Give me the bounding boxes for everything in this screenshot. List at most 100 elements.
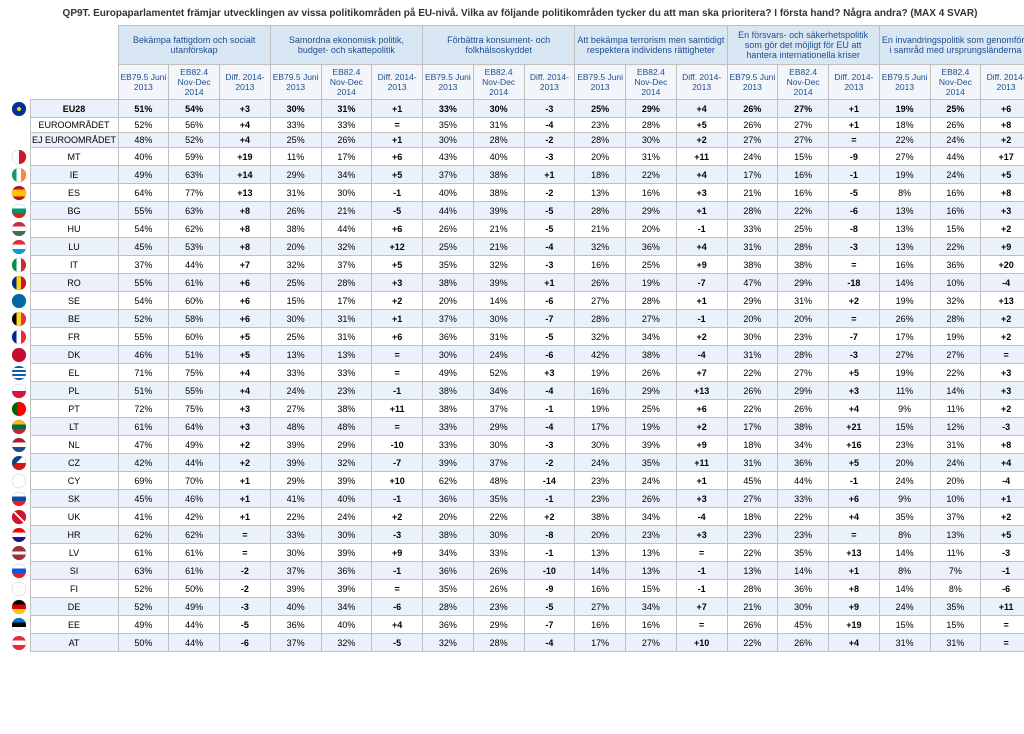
- data-cell: 77%: [169, 184, 220, 202]
- data-cell: 9%: [879, 490, 930, 508]
- data-cell: 18%: [575, 166, 626, 184]
- data-cell: =: [220, 526, 271, 544]
- data-cell: 28%: [423, 598, 474, 616]
- data-cell: 13%: [930, 526, 981, 544]
- data-cell: 15%: [879, 616, 930, 634]
- table-row: DK46%51%+513%13%=30%24%-642%38%-431%28%-…: [8, 346, 1024, 364]
- row-label: MT: [30, 148, 118, 166]
- data-cell: -3: [981, 544, 1024, 562]
- row-label: SE: [30, 292, 118, 310]
- data-cell: 52%: [169, 133, 220, 148]
- data-cell: 15%: [930, 220, 981, 238]
- data-cell: 23%: [727, 526, 778, 544]
- row-label: FI: [30, 580, 118, 598]
- data-cell: 35%: [423, 118, 474, 133]
- data-cell: 30%: [321, 526, 372, 544]
- data-cell: 34%: [626, 508, 677, 526]
- data-cell: -3: [372, 526, 423, 544]
- data-cell: 39%: [473, 274, 524, 292]
- flag-cell: [8, 202, 30, 220]
- data-cell: 33%: [423, 436, 474, 454]
- data-cell: +11: [676, 148, 727, 166]
- data-cell: 55%: [118, 328, 169, 346]
- data-cell: 13%: [727, 562, 778, 580]
- data-cell: +10: [676, 634, 727, 652]
- data-cell: 40%: [473, 148, 524, 166]
- data-cell: 26%: [473, 562, 524, 580]
- data-cell: 39%: [626, 436, 677, 454]
- data-cell: +2: [676, 133, 727, 148]
- data-cell: +19: [829, 616, 880, 634]
- data-cell: 32%: [575, 328, 626, 346]
- data-cell: +4: [220, 382, 271, 400]
- data-cell: 37%: [473, 454, 524, 472]
- data-cell: 26%: [626, 364, 677, 382]
- table-row: RO55%61%+625%28%+338%39%+126%19%-747%29%…: [8, 274, 1024, 292]
- data-cell: =: [981, 634, 1024, 652]
- data-cell: 27%: [575, 292, 626, 310]
- data-cell: 33%: [727, 220, 778, 238]
- data-cell: +6: [372, 220, 423, 238]
- data-cell: 19%: [575, 364, 626, 382]
- table-row: PL51%55%+424%23%-138%34%-416%29%+1326%29…: [8, 382, 1024, 400]
- table-row: LT61%64%+348%48%=33%29%-417%19%+217%38%+…: [8, 418, 1024, 436]
- data-cell: +4: [220, 133, 271, 148]
- row-label: EL: [30, 364, 118, 382]
- data-cell: +13: [220, 184, 271, 202]
- data-cell: -1: [372, 382, 423, 400]
- data-cell: 17%: [321, 292, 372, 310]
- data-cell: +4: [829, 508, 880, 526]
- data-cell: 13%: [270, 346, 321, 364]
- data-cell: 20%: [575, 526, 626, 544]
- group-header-5: En invandringspolitik som genomförs i sa…: [879, 26, 1024, 65]
- data-cell: +8: [981, 184, 1024, 202]
- data-cell: 38%: [423, 400, 474, 418]
- data-cell: 37%: [473, 400, 524, 418]
- data-cell: 35%: [423, 256, 474, 274]
- data-cell: 44%: [930, 148, 981, 166]
- data-cell: 24%: [879, 598, 930, 616]
- flag-cell: [8, 562, 30, 580]
- row-label: NL: [30, 436, 118, 454]
- data-cell: 62%: [118, 526, 169, 544]
- data-cell: -7: [524, 310, 575, 328]
- data-cell: 18%: [727, 436, 778, 454]
- flag-icon: [12, 294, 26, 308]
- data-cell: 39%: [270, 580, 321, 598]
- data-cell: 39%: [270, 454, 321, 472]
- flag-cell: [8, 472, 30, 490]
- table-row: AT50%44%-637%32%-532%28%-417%27%+1022%26…: [8, 634, 1024, 652]
- data-cell: +3: [676, 490, 727, 508]
- flag-icon: [12, 600, 26, 614]
- data-cell: 60%: [169, 328, 220, 346]
- data-cell: 26%: [778, 634, 829, 652]
- data-cell: =: [220, 544, 271, 562]
- data-cell: 16%: [575, 580, 626, 598]
- data-cell: +2: [981, 328, 1024, 346]
- data-cell: 16%: [626, 616, 677, 634]
- data-cell: =: [981, 346, 1024, 364]
- flag-cell: [8, 238, 30, 256]
- data-cell: 75%: [169, 400, 220, 418]
- data-cell: 54%: [118, 220, 169, 238]
- flag-icon: [12, 186, 26, 200]
- data-cell: +13: [676, 382, 727, 400]
- data-cell: 22%: [930, 364, 981, 382]
- data-cell: -2: [524, 184, 575, 202]
- data-cell: +5: [372, 256, 423, 274]
- data-cell: 37%: [423, 166, 474, 184]
- data-cell: 25%: [930, 100, 981, 118]
- flag-icon: [12, 438, 26, 452]
- data-cell: +6: [676, 400, 727, 418]
- data-cell: 29%: [321, 436, 372, 454]
- table-row: BG55%63%+826%21%-544%39%-528%29%+128%22%…: [8, 202, 1024, 220]
- data-cell: +14: [220, 166, 271, 184]
- data-cell: 31%: [626, 148, 677, 166]
- data-cell: 22%: [778, 508, 829, 526]
- data-cell: 44%: [778, 472, 829, 490]
- data-cell: =: [372, 118, 423, 133]
- data-cell: 33%: [321, 118, 372, 133]
- data-cell: 27%: [879, 148, 930, 166]
- data-cell: 24%: [930, 454, 981, 472]
- data-cell: +2: [981, 310, 1024, 328]
